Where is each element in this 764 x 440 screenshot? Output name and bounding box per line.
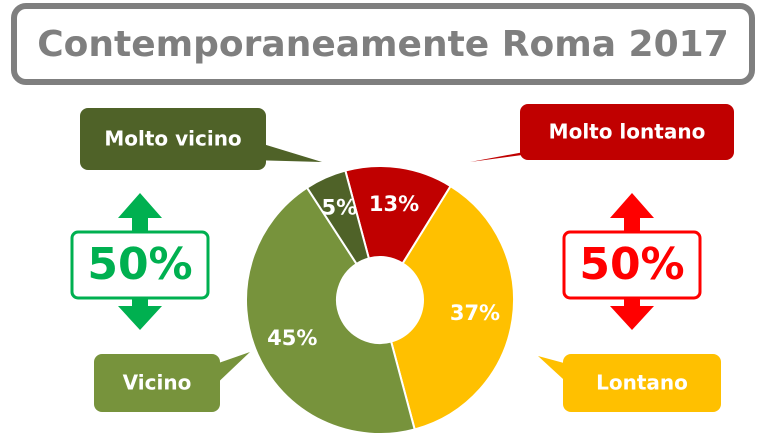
annotation-label: 50% (87, 239, 192, 290)
donut-segment (305, 169, 371, 266)
category-label: Lontano (596, 371, 688, 395)
category-label: Molto lontano (549, 120, 706, 144)
annotation-box (562, 230, 702, 300)
chart-title: Contemporaneamente Roma 2017 (37, 24, 729, 65)
data-label: 13% (369, 192, 419, 216)
donut-segment (245, 186, 416, 435)
callout-box (94, 354, 220, 412)
callout-box (520, 104, 734, 160)
annotation-label: 50% (579, 239, 684, 290)
data-label: 37% (450, 301, 500, 325)
data-label: 5% (321, 196, 357, 220)
donut-segment (344, 165, 452, 265)
callout-box (80, 108, 266, 170)
callout-box (563, 354, 721, 412)
category-label: Vicino (123, 371, 192, 395)
callout-pointer (250, 140, 322, 162)
annotation-box (70, 230, 210, 300)
category-label: Molto vicino (104, 127, 241, 151)
donut-segment (389, 184, 515, 431)
data-label: 45% (267, 326, 317, 350)
title-box (11, 3, 755, 85)
